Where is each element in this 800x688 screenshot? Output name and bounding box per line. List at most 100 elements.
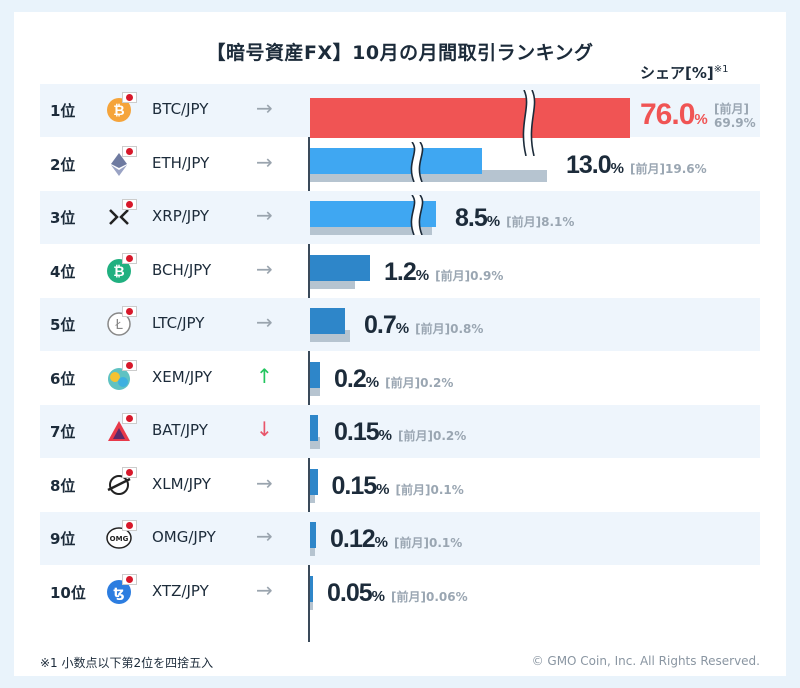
bar-current-month xyxy=(310,361,320,388)
trend-flat-icon: → xyxy=(256,310,273,334)
trend-up-icon: ↑ xyxy=(256,363,273,388)
share-axis-label: シェア[%]※1 xyxy=(640,64,729,82)
pair-label: BTC/JPY xyxy=(152,100,209,118)
table-row: 6位 XEM/JPY ↑ xyxy=(40,352,760,405)
omg-icon: OMG xyxy=(106,527,132,549)
japan-flag-icon xyxy=(122,252,137,264)
rank-label: 9位 xyxy=(50,530,76,548)
svg-text:ꜩ: ꜩ xyxy=(113,586,124,601)
rank-label: 1位 xyxy=(50,102,76,120)
table-row: 9位 OMG OMG/JPY → xyxy=(40,512,760,565)
stellar-icon xyxy=(107,474,131,495)
table-row: 7位 BAT/JPY ↓ xyxy=(40,405,760,458)
rank-label: 4位 xyxy=(50,262,76,281)
svg-text:OMG: OMG xyxy=(110,535,129,543)
pair-label: BCH/JPY xyxy=(152,260,212,279)
nem-icon xyxy=(108,367,130,390)
previous-month-label: [前月]0.8% xyxy=(415,322,484,336)
japan-flag-icon xyxy=(122,520,137,531)
xrp-icon xyxy=(109,209,129,225)
data-label-value: 1.2% xyxy=(384,257,430,286)
copyright: © GMO Coin, Inc. All Rights Reserved. xyxy=(531,654,760,668)
footnote: ※1 小数点以下第2位を四捨五入 xyxy=(40,656,214,670)
plot-baseline xyxy=(308,86,310,642)
trend-flat-icon: → xyxy=(256,203,273,227)
bar-previous-month xyxy=(310,490,315,503)
rank-label: 8位 xyxy=(50,476,76,495)
previous-month-label: [前月]0.1% xyxy=(395,482,464,497)
rank-label: 3位 xyxy=(50,209,76,227)
trend-flat-icon: → xyxy=(256,149,273,174)
data-label-value: 0.15% xyxy=(334,418,393,446)
rank-label: 5位 xyxy=(50,316,76,334)
previous-month-label: [前月]19.6% xyxy=(630,161,707,176)
chart-title: 【暗号資産FX】10月の月間取引ランキング xyxy=(206,42,594,64)
svg-text:₿: ₿ xyxy=(113,264,124,280)
data-label-value: 0.15% xyxy=(331,471,390,500)
pair-label: ETH/JPY xyxy=(152,153,210,172)
rank-label: 2位 xyxy=(50,155,76,174)
bitcoin-icon: ₿ xyxy=(107,98,131,122)
rank-label: 7位 xyxy=(50,423,76,441)
data-label-value: 0.2% xyxy=(334,364,380,393)
table-row: 5位 Ł LTC/JPY → xyxy=(40,298,760,351)
table-row: 2位 ETH/JPY → xyxy=(40,138,760,191)
tezos-icon: ꜩ xyxy=(107,579,131,604)
pair-label: OMG/JPY xyxy=(152,528,216,546)
japan-flag-icon xyxy=(122,92,137,103)
axis-break-mark xyxy=(410,195,424,235)
japan-flag-icon xyxy=(122,413,137,424)
trend-flat-icon: → xyxy=(256,256,273,281)
trend-flat-icon: → xyxy=(256,577,273,602)
svg-text:Ł: Ł xyxy=(114,318,123,333)
data-label-value: 76.0% xyxy=(640,98,708,131)
previous-month-label: [前月]0.1% xyxy=(394,536,463,550)
bar-current-month xyxy=(310,308,345,334)
data-label-value: 0.05% xyxy=(327,578,386,607)
pair-label: LTC/JPY xyxy=(152,314,205,332)
previous-month-label: [前月]0.2% xyxy=(398,429,467,443)
pair-label: XRP/JPY xyxy=(152,207,210,225)
data-label-value: 8.5% xyxy=(455,204,501,232)
bar-current-month xyxy=(310,522,316,548)
bar-previous-month xyxy=(310,437,320,449)
japan-flag-icon xyxy=(122,145,137,157)
previous-month-label: [前月] 69.9% xyxy=(714,102,756,130)
japan-flag-icon xyxy=(122,466,137,478)
previous-month-label: [前月]0.2% xyxy=(385,375,454,390)
table-row: 4位 ₿ BCH/JPY → xyxy=(40,245,760,298)
bar-previous-month xyxy=(310,597,313,610)
previous-month-label: [前月]0.06% xyxy=(391,589,468,604)
bar-previous-month xyxy=(310,383,320,396)
rank-label: 10位 xyxy=(50,583,86,602)
trend-flat-icon: → xyxy=(256,470,273,495)
previous-month-label: [前月]8.1% xyxy=(506,215,575,229)
data-label-value: 0.7% xyxy=(364,311,410,339)
bat-icon xyxy=(108,421,130,441)
japan-flag-icon xyxy=(122,573,137,585)
bar-current-month xyxy=(310,415,318,441)
previous-month-label: [前月]0.9% xyxy=(435,268,504,283)
table-row: 8位 XLM/JPY → xyxy=(40,459,760,512)
table-row: 10位 ꜩ XTZ/JPY → xyxy=(40,566,760,619)
bar-current-month xyxy=(310,98,630,138)
japan-flag-icon xyxy=(122,306,137,317)
pair-label: XEM/JPY xyxy=(152,367,213,386)
japan-flag-icon xyxy=(122,359,137,371)
bar-current-month xyxy=(310,254,370,281)
data-label-value: 13.0% xyxy=(566,150,625,179)
axis-break-mark xyxy=(410,141,424,182)
bitcoin-cash-icon: ₿ xyxy=(107,258,131,283)
data-label-value: 0.12% xyxy=(330,525,389,553)
svg-text:₿: ₿ xyxy=(113,103,124,119)
pair-label: XLM/JPY xyxy=(152,474,211,493)
trend-flat-icon: → xyxy=(256,96,273,120)
axis-break-mark xyxy=(522,90,536,156)
trend-flat-icon: → xyxy=(256,524,273,548)
bar-previous-month xyxy=(310,544,315,556)
bar-current-month xyxy=(310,575,313,602)
pair-label: XTZ/JPY xyxy=(152,581,209,600)
ethereum-icon xyxy=(111,152,127,176)
litecoin-icon: Ł xyxy=(107,312,131,336)
rank-label: 6位 xyxy=(50,369,76,388)
